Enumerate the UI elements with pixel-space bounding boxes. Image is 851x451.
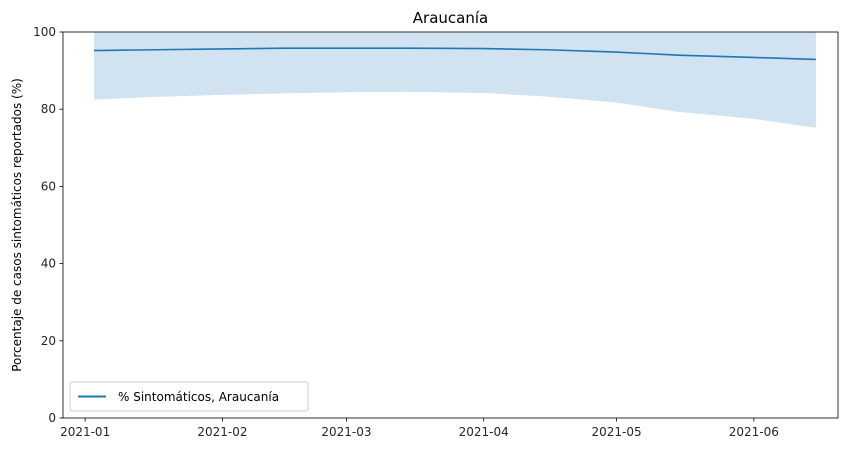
x-tick-label: 2021-05 <box>592 425 642 439</box>
plot-frame <box>62 31 839 419</box>
y-tick-label: 100 <box>33 25 56 39</box>
y-tick-label: 60 <box>41 179 56 193</box>
y-tick-label: 80 <box>41 102 56 116</box>
confidence-band <box>94 32 816 128</box>
series-line <box>93 47 816 61</box>
y-tick-label: 40 <box>41 257 56 271</box>
confidence-band-layer <box>94 32 816 128</box>
legend-entry-label: % Sintomáticos, Araucanía <box>118 390 279 404</box>
legend: % Sintomáticos, Araucanía <box>69 381 309 412</box>
x-tick-label: 2021-04 <box>459 425 509 439</box>
chart-title: Araucanía <box>413 9 488 27</box>
y-tick-label: 0 <box>48 411 56 425</box>
series-layer <box>93 47 816 61</box>
y-tick-label: 20 <box>41 334 56 348</box>
y-axis-label: Porcentaje de casos sintomáticos reporta… <box>10 78 24 372</box>
x-tick-label: 2021-03 <box>321 425 371 439</box>
x-tick-label: 2021-06 <box>729 425 779 439</box>
ticks-layer: 0 20 40 60 80 100 2021-01 2021-02 2021-03 2021-04… <box>33 25 779 439</box>
x-tick-label: 2021-01 <box>60 425 110 439</box>
axes-layer <box>62 31 839 419</box>
x-tick-label: 2021-02 <box>197 425 247 439</box>
legend-box <box>69 381 309 412</box>
